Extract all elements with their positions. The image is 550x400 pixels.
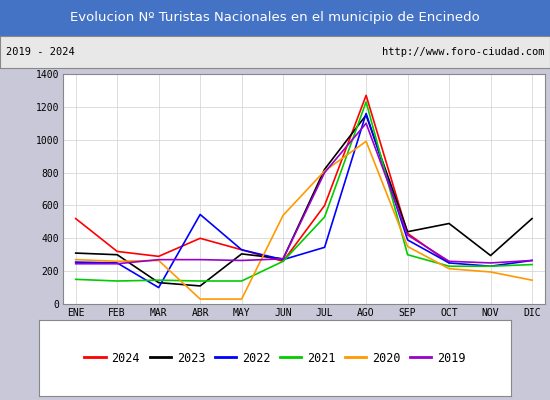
Text: 2019 - 2024: 2019 - 2024: [6, 47, 74, 57]
Text: Evolucion Nº Turistas Nacionales en el municipio de Encinedo: Evolucion Nº Turistas Nacionales en el m…: [70, 12, 480, 24]
Legend: 2024, 2023, 2022, 2021, 2020, 2019: 2024, 2023, 2022, 2021, 2020, 2019: [80, 347, 470, 369]
Text: http://www.foro-ciudad.com: http://www.foro-ciudad.com: [382, 47, 544, 57]
